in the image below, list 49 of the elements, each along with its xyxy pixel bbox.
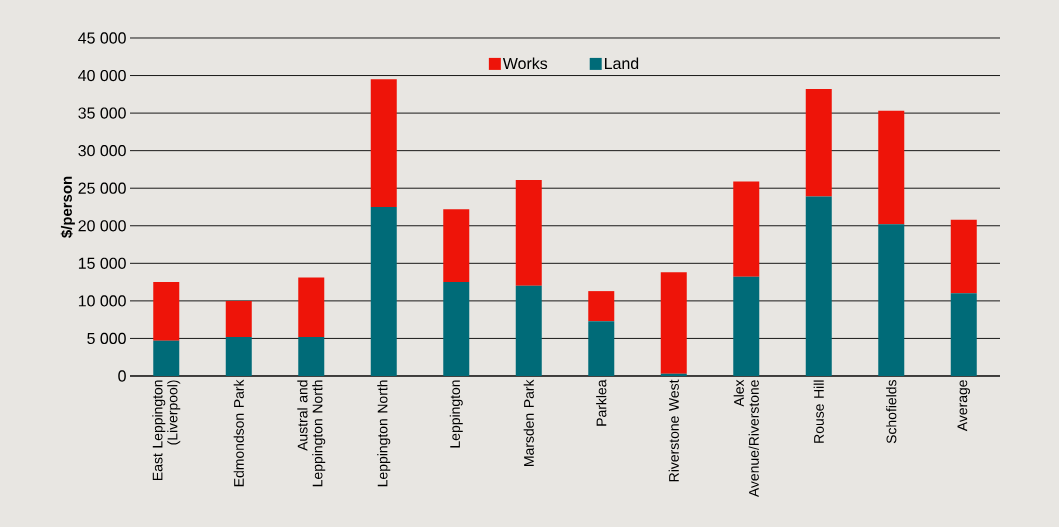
bar — [443, 282, 470, 376]
bar — [515, 179, 542, 286]
y-tick-label: 35 000 — [78, 107, 126, 119]
bar — [370, 79, 397, 207]
bar — [298, 336, 325, 376]
bar — [588, 321, 615, 376]
y-tick-label: 45 000 — [78, 32, 126, 44]
x-tick-label: Leppington North — [377, 380, 391, 487]
bar — [733, 276, 760, 376]
bar — [153, 282, 180, 341]
legend-label: Works — [502, 57, 548, 70]
x-tick-label: Alex Avenue/Riverstone — [733, 379, 759, 498]
bar — [660, 272, 687, 374]
y-tick-label: 25 000 — [78, 182, 126, 194]
bar — [225, 336, 252, 376]
bar — [950, 293, 977, 376]
x-tick-label: Rouse Hill — [813, 380, 824, 443]
bar — [733, 181, 760, 277]
bar — [878, 110, 905, 225]
y-tick-label: 15 000 — [78, 257, 126, 269]
x-tick-label: Austral and Leppington North — [297, 380, 326, 487]
bar — [225, 300, 252, 337]
bar — [805, 89, 832, 197]
y-tick-label: 10 000 — [78, 295, 126, 307]
bar — [588, 291, 615, 322]
legend-label: Land — [605, 57, 639, 70]
y-tick-label: 30 000 — [78, 145, 126, 157]
x-tick-label: Leppington — [449, 380, 463, 448]
bar — [950, 219, 977, 294]
y-tick-label: 40 000 — [78, 69, 126, 82]
bar — [660, 373, 687, 376]
x-tick-label: Parklea — [596, 379, 607, 426]
bar — [443, 209, 470, 283]
y-tick-label: 0 — [118, 370, 126, 382]
y-tick-label: 20 000 — [78, 220, 126, 232]
bar — [878, 224, 905, 376]
x-tick-label: Average — [957, 380, 970, 432]
bar — [515, 285, 542, 376]
bar — [153, 340, 180, 376]
bar — [370, 206, 397, 376]
x-tick-label: Riverstone West — [668, 379, 679, 482]
x-tick-label: Schofields — [886, 380, 897, 444]
bar — [298, 277, 325, 337]
x-tick-label: Marsden Park — [523, 379, 534, 466]
y-axis-title: $/person — [60, 176, 75, 238]
bar — [805, 196, 832, 376]
x-tick-label: Edmondson Park — [233, 379, 244, 487]
x-tick-label: East Leppington (Liverpool) — [152, 380, 181, 480]
y-tick-label: 5 000 — [87, 332, 126, 345]
